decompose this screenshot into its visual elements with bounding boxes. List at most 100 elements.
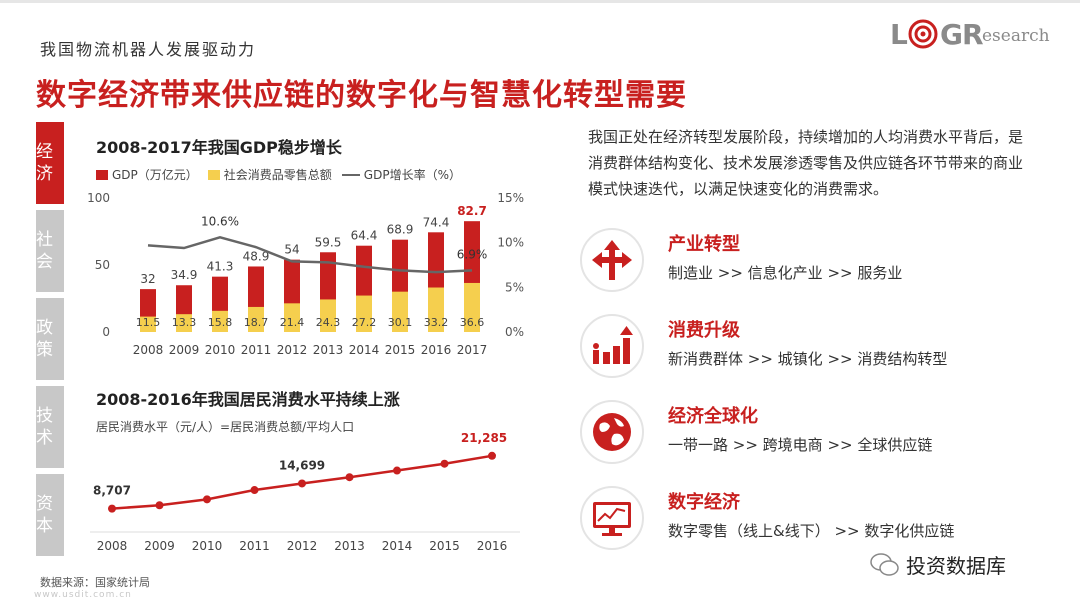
sidebar-item-label: 技术 (36, 406, 53, 448)
consumption-point (345, 473, 354, 482)
sidebar: 经济 社会 政策 技术 资本 (36, 122, 64, 562)
retail-bar (428, 287, 444, 332)
retail-data-label: 18.7 (244, 316, 269, 329)
retail-bar (248, 306, 264, 332)
y2-tick-label: 5% (505, 280, 524, 294)
sidebar-item-economy[interactable]: 经济 (36, 122, 64, 204)
retail-data-label: 11.5 (136, 316, 161, 329)
x-tick-label: 2008 (97, 539, 128, 553)
driver-name: 数字经济 (668, 492, 740, 513)
legend-gdp: GDP（万亿元） (96, 166, 198, 183)
page-subtitle: 我国物流机器人发展驱动力 (40, 40, 257, 59)
retail-data-label: 21.4 (280, 316, 305, 329)
sidebar-item-label: 经济 (36, 142, 53, 184)
svg-text:G: G (940, 18, 963, 51)
retail-data-label: 27.2 (352, 316, 377, 329)
globe-icon (580, 400, 644, 464)
chart1-legend: GDP（万亿元） 社会消费品零售总额 GDP增长率（%） (96, 166, 471, 183)
consumption-point (203, 495, 211, 504)
x-tick-label: 2017 (457, 343, 488, 357)
logo-graphic: L G R (890, 18, 984, 51)
retail-bar (140, 316, 156, 332)
x-tick-label: 2013 (334, 539, 365, 553)
gdp-data-label: 54 (284, 243, 299, 257)
sidebar-item-capital[interactable]: 资本 (36, 474, 64, 556)
logo-suffix: esearch (982, 26, 1050, 46)
y-tick-label: 50 (95, 258, 110, 272)
x-tick-label: 2014 (382, 539, 413, 553)
driver-globalization: 经济全球化 一带一路 >> 跨境电商 >> 全球供应链 (580, 400, 1040, 480)
retail-data-label: 30.1 (388, 316, 413, 329)
rate-data-label: 6.9% (457, 247, 488, 261)
consumption-point (108, 504, 116, 513)
consumption-point (440, 459, 449, 468)
gdp-data-label: 41.3 (207, 260, 234, 274)
x-tick-label: 2015 (385, 343, 416, 357)
sidebar-item-label: 社会 (36, 230, 53, 272)
x-tick-label: 2009 (144, 539, 175, 553)
consumption-point (488, 451, 496, 460)
gdp-data-label: 74.4 (423, 215, 450, 229)
consumption-point (298, 479, 306, 488)
y2-tick-label: 10% (497, 236, 524, 250)
sidebar-item-technology[interactable]: 技术 (36, 386, 64, 468)
sidebar-item-label: 政策 (36, 318, 53, 360)
consumption-point (155, 501, 164, 510)
consumption-point (393, 466, 401, 475)
chart2-title: 2008-2016年我国居民消费水平持续上涨 (96, 390, 400, 409)
gdp-growth-line (147, 236, 473, 274)
split-arrows-icon (580, 228, 644, 292)
y-tick-label: 0 (102, 325, 110, 339)
data-source: 数据来源：国家统计局 (40, 576, 150, 589)
sidebar-item-society[interactable]: 社会 (36, 210, 64, 292)
x-tick-label: 2012 (287, 539, 318, 553)
gdp-data-label: 34.9 (171, 268, 198, 282)
x-tick-label: 2016 (421, 343, 452, 357)
x-tick-label: 2016 (477, 539, 508, 553)
legend-rate: GDP增长率（%） (341, 166, 461, 183)
driver-desc: 数字零售（线上&线下） >> 数字化供应链 (668, 522, 955, 540)
retail-data-label: 33.2 (424, 316, 449, 329)
gdp-data-label: 64.4 (351, 229, 378, 243)
legend-retail: 社会消费品零售总额 (207, 166, 332, 183)
wechat-icon (870, 552, 899, 576)
retail-bar (356, 295, 372, 332)
x-tick-label: 2015 (429, 539, 460, 553)
intro-paragraph: 我国正处在经济转型发展阶段，持续增加的人均消费水平背后，是消费群体结构变化、技术… (588, 128, 1024, 198)
x-tick-label: 2008 (133, 343, 164, 357)
gdp-data-label: 59.5 (315, 235, 342, 249)
retail-bar (284, 303, 300, 332)
svg-text:R: R (962, 18, 984, 51)
chart2-legend: 居民消费水平（元/人）=居民消费总额/平均人口 (96, 420, 355, 434)
retail-data-label: 36.6 (460, 316, 485, 329)
gdp-data-label: 82.7 (457, 204, 487, 218)
sidebar-item-label: 资本 (36, 494, 53, 536)
wechat-account: 投资数据库 (870, 550, 1006, 579)
retail-data-label: 13.3 (172, 316, 197, 329)
logo: L G R esearch (888, 14, 1058, 54)
driver-name: 经济全球化 (668, 406, 758, 427)
x-tick-label: 2010 (192, 539, 223, 553)
sidebar-item-policy[interactable]: 政策 (36, 298, 64, 380)
driver-desc: 制造业 >> 信息化产业 >> 服务业 (668, 264, 903, 282)
y2-tick-label: 15% (497, 191, 524, 205)
driver-desc: 新消费群体 >> 城镇化 >> 消费结构转型 (668, 350, 948, 368)
driver-desc: 一带一路 >> 跨境电商 >> 全球供应链 (668, 436, 933, 454)
x-tick-label: 2013 (313, 343, 344, 357)
retail-data-label: 15.8 (208, 316, 233, 329)
svg-text:L: L (890, 18, 908, 51)
x-tick-label: 2012 (277, 343, 308, 357)
retail-bar (320, 299, 336, 332)
driver-consumption: 消费升级 新消费群体 >> 城镇化 >> 消费结构转型 (580, 314, 1040, 394)
x-tick-label: 2009 (169, 343, 200, 357)
consumption-data-label: 14,699 (279, 458, 325, 472)
driver-name: 消费升级 (668, 320, 740, 341)
retail-bar (392, 291, 408, 332)
y-tick-label: 100 (87, 191, 110, 205)
x-tick-label: 2011 (241, 343, 272, 357)
gdp-data-label: 32 (140, 272, 155, 286)
consumption-chart: 2008 2009 2010 2011 2012 2013 2014 2015 2016 8,70… (90, 431, 520, 553)
consumption-point (250, 486, 259, 495)
driver-name: 产业转型 (668, 234, 740, 255)
chart1-title: 2008-2017年我国GDP稳步增长 (96, 138, 342, 157)
